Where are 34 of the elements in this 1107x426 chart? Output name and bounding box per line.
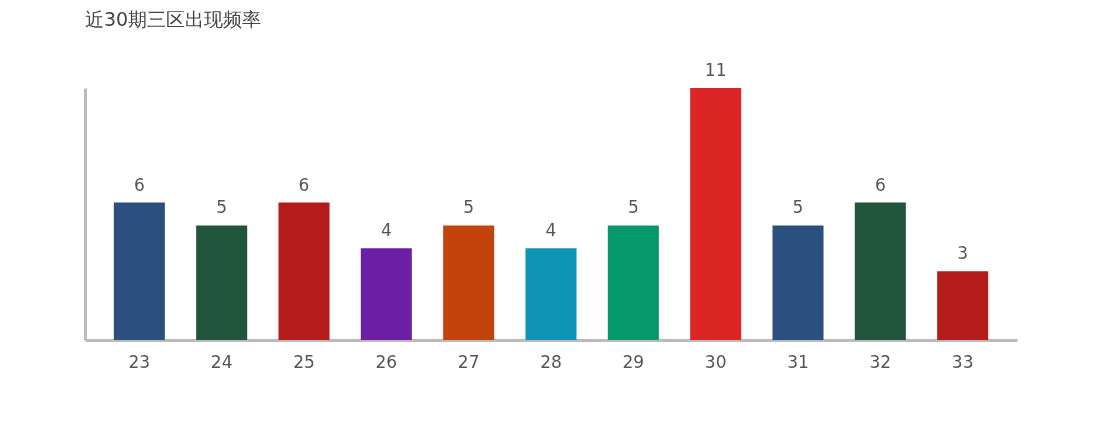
bar — [113, 202, 165, 340]
bar — [525, 248, 577, 340]
data-label: 5 — [627, 197, 639, 218]
x-tick-label: 29 — [622, 351, 645, 372]
x-tick-label: 23 — [128, 351, 151, 372]
data-label: 5 — [792, 197, 804, 218]
bar — [937, 271, 989, 340]
bar — [854, 202, 906, 340]
x-tick-label: 32 — [869, 351, 892, 372]
bar — [360, 248, 412, 340]
x-tick-label: 30 — [704, 351, 727, 372]
bar — [607, 225, 659, 340]
bar — [772, 225, 824, 340]
x-tick-label: 27 — [457, 351, 480, 372]
bar — [196, 225, 248, 340]
chart-title: 近30期三区出现频率 — [85, 8, 262, 30]
data-label: 5 — [463, 197, 475, 218]
data-label: 6 — [298, 174, 310, 195]
data-label: 4 — [380, 220, 392, 241]
x-tick-label: 24 — [210, 351, 233, 372]
x-tick-label: 31 — [787, 351, 809, 372]
bar — [278, 202, 330, 340]
data-label: 3 — [957, 243, 969, 264]
bar — [690, 88, 742, 340]
x-tick-label: 25 — [293, 351, 315, 372]
data-label: 4 — [545, 220, 557, 241]
data-label: 11 — [704, 60, 727, 80]
bar — [443, 225, 495, 340]
data-label: 5 — [216, 197, 228, 218]
data-label: 6 — [133, 174, 145, 195]
x-tick-label: 26 — [375, 351, 398, 372]
x-tick-label: 33 — [951, 351, 974, 372]
x-tick-label: 28 — [540, 351, 562, 372]
data-label: 6 — [874, 174, 886, 195]
